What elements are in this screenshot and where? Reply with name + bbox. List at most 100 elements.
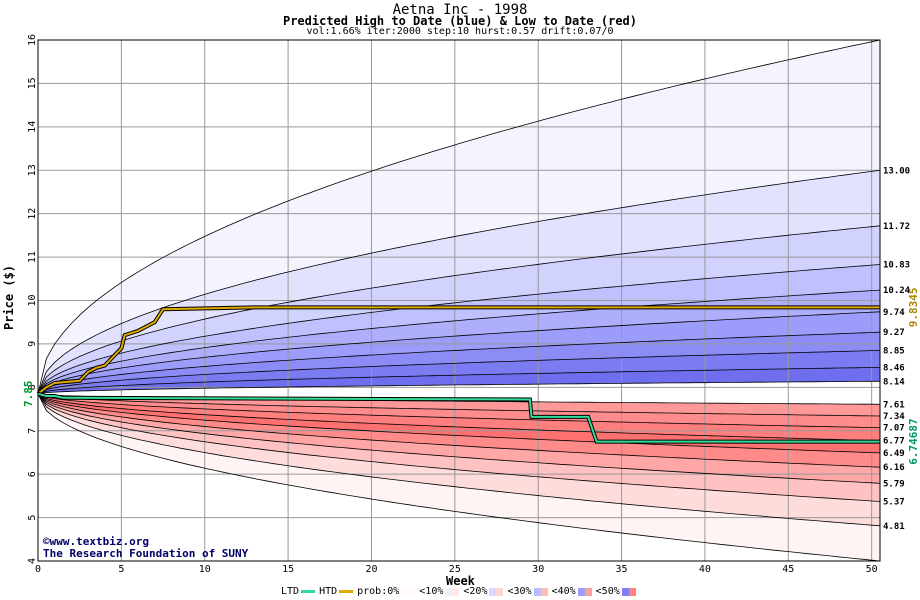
legend-prob-swatch (401, 587, 416, 596)
band-value-label: 6.77 (883, 437, 905, 447)
chart-title: Aetna Inc - 1998 (392, 2, 528, 18)
band-boundary-line (38, 393, 880, 442)
htd-line (37, 306, 880, 395)
ltd-final-label: 6.74687 (907, 418, 920, 464)
band-boundary-line (38, 40, 880, 394)
band-boundary-line (38, 393, 880, 561)
band-boundary-line (38, 225, 880, 394)
series-lines (36, 305, 880, 444)
band-value-label: 7.34 (883, 412, 905, 422)
band-boundary-line (38, 264, 880, 395)
band-boundary-line (38, 393, 880, 454)
legend-band-10: <10% (419, 586, 461, 597)
low-band-area (38, 393, 880, 428)
band-boundary-line (38, 393, 880, 502)
y-tick-label: 10 (27, 294, 38, 306)
y-tick-label: 16 (27, 34, 38, 46)
legend-band-30-label: <30% (507, 586, 532, 597)
x-tick-label: 30 (532, 564, 544, 575)
start-price-label: 7.85 (22, 381, 35, 408)
x-tick-label: 10 (199, 564, 211, 575)
legend-band-50: <50% (596, 586, 638, 597)
band-boundary-line (38, 289, 880, 395)
credit-organization: The Research Foundation of SUNY (43, 547, 249, 560)
legend-htd-swatch (339, 590, 354, 593)
band-value-label: 9.74 (883, 308, 905, 318)
y-tick-label: 9 (27, 341, 38, 347)
high-band-area (38, 290, 880, 394)
low-band-area (38, 393, 880, 526)
band-value-label: 7.61 (883, 400, 905, 410)
x-tick-label: 0 (35, 564, 41, 575)
legend-band-20-swatch (489, 587, 504, 596)
legend-prob: prob:0% (357, 586, 417, 597)
y-tick-label: 6 (27, 471, 38, 477)
chart-subtitle: Predicted High to Date (blue) & Low to D… (282, 14, 637, 28)
band-value-label: 8.85 (883, 346, 905, 356)
low-band-area (38, 393, 880, 453)
band-boundary-line (38, 393, 880, 468)
high-band-area (38, 170, 880, 394)
ltd-line (37, 392, 880, 443)
band-boundary-line (38, 393, 880, 429)
band-boundary-line (38, 367, 880, 395)
band-boundary-line (38, 393, 880, 527)
band-value-label: 4.81 (883, 522, 905, 532)
high-band-area (38, 350, 880, 394)
high-band-area (38, 40, 880, 394)
band-value-label: 8.14 (883, 377, 905, 387)
legend-band-40-label: <40% (551, 586, 576, 597)
high-band-area (38, 264, 880, 394)
band-boundary-line (38, 393, 880, 417)
band-value-label: 8.46 (883, 363, 905, 373)
band-value-label: 7.07 (883, 424, 905, 434)
legend-ltd-label: LTD (281, 586, 300, 597)
band-value-label: 5.37 (883, 498, 905, 508)
legend-band-40: <40% (552, 586, 594, 597)
y-tick-label: 15 (27, 77, 38, 89)
low-band-area (38, 393, 880, 441)
x-tick-label: 50 (866, 564, 878, 575)
x-tick-label: 35 (616, 564, 628, 575)
low-band-area (38, 393, 880, 561)
legend-band-10-label: <10% (419, 586, 444, 597)
credit-website: ©www.textbiz.org (43, 535, 149, 548)
band-boundary-line (38, 350, 880, 395)
low-band-area (38, 393, 880, 484)
x-tick-label: 20 (365, 564, 377, 575)
legend-band-40-swatch (577, 587, 592, 596)
y-tick-label: 5 (27, 515, 38, 521)
band-value-label: 6.16 (883, 463, 905, 473)
legend-htd: HTD (319, 586, 355, 597)
y-tick-label: 4 (27, 558, 38, 564)
band-value-label: 13.00 (883, 166, 910, 176)
legend-band-20: <20% (463, 586, 505, 597)
legend-ltd: LTD (281, 586, 317, 597)
y-tick-label: 14 (27, 121, 38, 133)
band-boundary-line (38, 380, 880, 395)
band-boundary-line (38, 311, 880, 395)
legend-prob-label: prob:0% (357, 586, 400, 597)
legend-ltd-swatch (301, 590, 316, 593)
band-value-label: 10.24 (883, 286, 911, 296)
legend-band-50-swatch (621, 587, 636, 596)
legend-htd-label: HTD (319, 586, 338, 597)
band-value-label: 6.49 (883, 449, 905, 459)
y-axis-label: Price ($) (2, 264, 16, 330)
high-band-area (38, 225, 880, 394)
band-value-label: 5.79 (883, 479, 905, 489)
band-value-label: 9.27 (883, 328, 905, 338)
x-tick-label: 25 (449, 564, 461, 575)
x-tick-label: 45 (782, 564, 794, 575)
high-band-area (38, 311, 880, 394)
low-band-area (38, 393, 880, 468)
x-axis-label: Week (446, 574, 475, 588)
band-boundary-line (38, 169, 880, 394)
band-lines (38, 40, 880, 561)
y-tick-label: 12 (27, 208, 38, 220)
y-tick-label: 11 (27, 251, 38, 263)
legend: LTD HTD prob:0% <10% <20% <30% <40% <50% (281, 586, 640, 597)
y-tick-label: 13 (27, 164, 38, 176)
